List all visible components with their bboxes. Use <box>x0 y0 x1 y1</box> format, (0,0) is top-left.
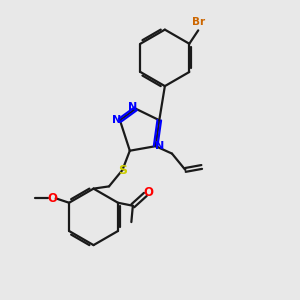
Text: O: O <box>143 186 153 200</box>
Text: N: N <box>154 141 164 151</box>
Text: N: N <box>128 102 137 112</box>
Text: N: N <box>112 115 121 125</box>
Text: Br: Br <box>192 17 205 27</box>
Text: O: O <box>48 192 58 205</box>
Text: S: S <box>118 164 127 176</box>
